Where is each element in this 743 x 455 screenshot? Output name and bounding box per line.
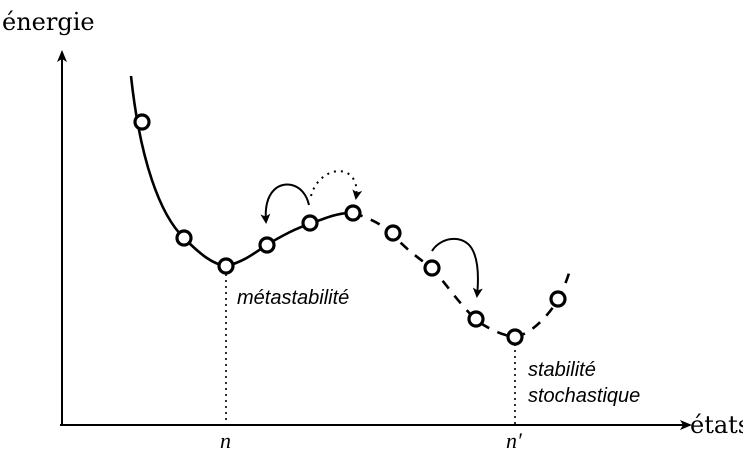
- state-circle: [506, 328, 524, 346]
- energy-curve-solid: [129, 75, 354, 268]
- state-circle: [133, 113, 151, 131]
- y-axis-label: énergie: [2, 8, 95, 36]
- state-circle: [344, 204, 362, 222]
- x-axis-label: états: [690, 411, 743, 439]
- state-markers: [133, 113, 567, 346]
- state-circle: [217, 257, 235, 275]
- state-circle: [175, 229, 193, 247]
- state-circle: [423, 259, 441, 277]
- stochastic-stability-label-line2: stochastique: [528, 385, 640, 407]
- state-circle: [549, 290, 567, 308]
- stochastic-stability-label-line1: stabilité: [528, 359, 596, 381]
- state-circle: [467, 310, 485, 328]
- hop-arrow-dotted: [310, 170, 363, 200]
- state-circle: [258, 236, 276, 254]
- tick-label-n: n: [220, 428, 231, 453]
- metastability-label: métastabilité: [237, 287, 349, 309]
- hop-arrow-right: [431, 237, 483, 298]
- tick-label-n-prime: n′: [506, 428, 523, 453]
- state-circle: [301, 214, 319, 232]
- state-circle: [384, 224, 402, 242]
- hop-arrow-left: [260, 183, 310, 224]
